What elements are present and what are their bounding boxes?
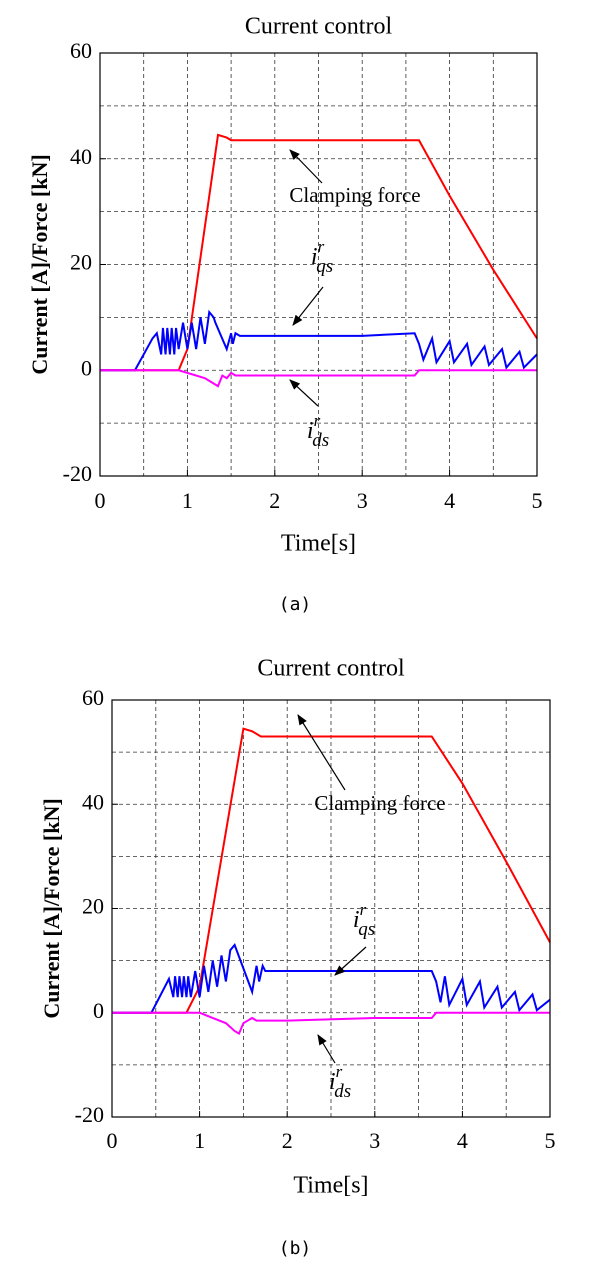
series-line [112, 1011, 550, 1036]
x-tick-label: 5 [545, 1128, 556, 1153]
label-sup: r [318, 237, 325, 256]
x-tick-label: 0 [107, 1128, 118, 1153]
annotation-arrow [334, 946, 367, 976]
y-tick-label: 0 [93, 998, 104, 1023]
math-label: ir qs [311, 237, 333, 277]
x-tick-label: 1 [182, 488, 193, 513]
y-tick-label: 60 [70, 38, 92, 63]
x-tick-label: 0 [95, 488, 106, 513]
x-tick-label: 2 [282, 1128, 293, 1153]
label-sub: ds [334, 1081, 351, 1102]
y-tick-label: -20 [63, 461, 92, 486]
y-tick-label: 0 [81, 355, 92, 380]
x-tick-label: 1 [194, 1128, 205, 1153]
x-tick-label: 3 [369, 1128, 380, 1153]
label-sub: qs [358, 919, 375, 940]
y-axis-label: Current [A]/Force [kN] [39, 798, 64, 1018]
x-axis-label: Time[s] [281, 531, 356, 557]
label-sup: r [336, 1062, 343, 1081]
series-line [100, 309, 538, 372]
y-tick-label: 20 [70, 250, 92, 275]
annotation-arrow [292, 286, 324, 326]
label-main: i [311, 244, 318, 270]
annotation-arrow [289, 379, 319, 407]
x-axis-label: Time[s] [293, 1173, 368, 1199]
x-tick-label: 5 [532, 488, 543, 513]
caption: (a) [279, 594, 312, 615]
y-tick-label: -20 [75, 1102, 104, 1127]
label-sub: ds [312, 430, 329, 451]
x-tick-label: 2 [269, 488, 280, 513]
chart-title: Current control [257, 656, 405, 682]
plot-frame [99, 52, 538, 477]
math-label: ir ds [329, 1062, 351, 1102]
chart-title: Current control [245, 14, 393, 40]
caption: (b) [279, 1238, 312, 1259]
y-tick-label: 40 [82, 789, 104, 814]
plot-frame [111, 699, 551, 1118]
label-main: Clamping force [314, 791, 445, 815]
label-sub: qs [316, 256, 333, 277]
label-main: Clamping force [289, 183, 420, 207]
x-tick-label: 4 [457, 1128, 468, 1153]
annotation-arrow [289, 149, 323, 184]
series-line [112, 943, 551, 1014]
y-tick-label: 20 [82, 894, 104, 919]
series-label: Clamping force [289, 183, 420, 207]
x-tick-label: 3 [357, 488, 368, 513]
label-main: i [329, 1069, 336, 1095]
annotation-arrow [317, 1034, 336, 1064]
y-tick-label: 40 [70, 144, 92, 169]
label-main: i [353, 907, 360, 933]
series-label: Clamping force [314, 791, 445, 815]
series-line [100, 369, 537, 388]
math-label: ir qs [353, 900, 375, 940]
annotation-arrow [297, 714, 346, 791]
y-tick-label: 60 [82, 685, 104, 710]
label-main: i [307, 418, 314, 444]
label-sup: r [360, 900, 367, 919]
x-tick-label: 4 [444, 488, 455, 513]
math-label: ir ds [307, 411, 329, 451]
y-axis-label: Current [A]/Force [kN] [27, 154, 52, 374]
label-sup: r [314, 411, 321, 430]
